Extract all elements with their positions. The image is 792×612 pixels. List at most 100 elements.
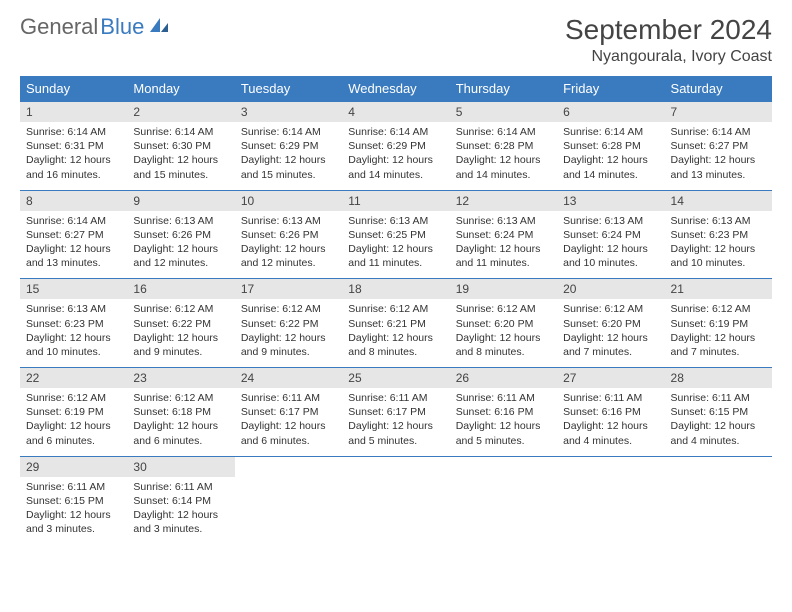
sunset-line: Sunset: 6:28 PM — [456, 139, 551, 153]
day-cell: Sunrise: 6:12 AMSunset: 6:20 PMDaylight:… — [450, 299, 557, 367]
daylight-line: Daylight: 12 hours and 9 minutes. — [133, 331, 228, 359]
day-cell: Sunrise: 6:13 AMSunset: 6:23 PMDaylight:… — [20, 299, 127, 367]
sunrise-line: Sunrise: 6:12 AM — [241, 302, 336, 316]
day-number: 30 — [127, 456, 234, 477]
sunset-line: Sunset: 6:19 PM — [26, 405, 121, 419]
empty-day — [342, 456, 449, 477]
daylight-line: Daylight: 12 hours and 8 minutes. — [456, 331, 551, 359]
sunrise-line: Sunrise: 6:14 AM — [563, 125, 658, 139]
daylight-line: Daylight: 12 hours and 10 minutes. — [563, 242, 658, 270]
daylight-line: Daylight: 12 hours and 11 minutes. — [456, 242, 551, 270]
daylight-line: Daylight: 12 hours and 13 minutes. — [26, 242, 121, 270]
day-cell: Sunrise: 6:11 AMSunset: 6:16 PMDaylight:… — [557, 388, 664, 456]
day-number: 20 — [557, 279, 664, 300]
sunset-line: Sunset: 6:23 PM — [26, 317, 121, 331]
day-number: 13 — [557, 190, 664, 211]
day-cell: Sunrise: 6:11 AMSunset: 6:15 PMDaylight:… — [20, 477, 127, 545]
day-number: 26 — [450, 368, 557, 389]
day-number: 29 — [20, 456, 127, 477]
day-number: 7 — [665, 102, 772, 123]
daylight-line: Daylight: 12 hours and 11 minutes. — [348, 242, 443, 270]
daylight-line: Daylight: 12 hours and 6 minutes. — [26, 419, 121, 447]
sunrise-line: Sunrise: 6:13 AM — [456, 214, 551, 228]
day-cell: Sunrise: 6:14 AMSunset: 6:27 PMDaylight:… — [665, 122, 772, 190]
day-number: 10 — [235, 190, 342, 211]
day-number: 6 — [557, 102, 664, 123]
month-title: September 2024 — [565, 14, 772, 46]
sunrise-line: Sunrise: 6:14 AM — [26, 125, 121, 139]
sunset-line: Sunset: 6:26 PM — [133, 228, 228, 242]
sail-icon — [148, 14, 170, 40]
sunrise-line: Sunrise: 6:12 AM — [133, 302, 228, 316]
day-number: 9 — [127, 190, 234, 211]
empty-day-body — [665, 477, 772, 545]
week-number-row: 1234567 — [20, 102, 772, 123]
day-number: 2 — [127, 102, 234, 123]
empty-day-body — [450, 477, 557, 545]
sunrise-line: Sunrise: 6:13 AM — [241, 214, 336, 228]
brand-logo: GeneralBlue — [20, 14, 170, 40]
sunrise-line: Sunrise: 6:11 AM — [456, 391, 551, 405]
sunrise-line: Sunrise: 6:11 AM — [133, 480, 228, 494]
daylight-line: Daylight: 12 hours and 9 minutes. — [241, 331, 336, 359]
day-number: 24 — [235, 368, 342, 389]
sunrise-line: Sunrise: 6:13 AM — [26, 302, 121, 316]
sunset-line: Sunset: 6:27 PM — [26, 228, 121, 242]
daylight-line: Daylight: 12 hours and 3 minutes. — [26, 508, 121, 536]
sunrise-line: Sunrise: 6:12 AM — [133, 391, 228, 405]
daylight-line: Daylight: 12 hours and 6 minutes. — [133, 419, 228, 447]
day-number: 15 — [20, 279, 127, 300]
location-subtitle: Nyangourala, Ivory Coast — [565, 48, 772, 66]
day-number: 14 — [665, 190, 772, 211]
week-number-row: 15161718192021 — [20, 279, 772, 300]
daylight-line: Daylight: 12 hours and 6 minutes. — [241, 419, 336, 447]
sunset-line: Sunset: 6:16 PM — [563, 405, 658, 419]
week-body-row: Sunrise: 6:11 AMSunset: 6:15 PMDaylight:… — [20, 477, 772, 545]
day-cell: Sunrise: 6:13 AMSunset: 6:24 PMDaylight:… — [557, 211, 664, 279]
day-number: 21 — [665, 279, 772, 300]
daylight-line: Daylight: 12 hours and 8 minutes. — [348, 331, 443, 359]
empty-day — [235, 456, 342, 477]
daylight-line: Daylight: 12 hours and 12 minutes. — [241, 242, 336, 270]
day-cell: Sunrise: 6:12 AMSunset: 6:22 PMDaylight:… — [235, 299, 342, 367]
day-number: 22 — [20, 368, 127, 389]
title-block: September 2024 Nyangourala, Ivory Coast — [565, 14, 772, 66]
dow-header: Sunday — [20, 76, 127, 102]
dow-header: Monday — [127, 76, 234, 102]
sunrise-line: Sunrise: 6:14 AM — [241, 125, 336, 139]
sunset-line: Sunset: 6:22 PM — [241, 317, 336, 331]
day-cell: Sunrise: 6:11 AMSunset: 6:17 PMDaylight:… — [342, 388, 449, 456]
sunset-line: Sunset: 6:22 PM — [133, 317, 228, 331]
empty-day — [450, 456, 557, 477]
day-number: 18 — [342, 279, 449, 300]
daylight-line: Daylight: 12 hours and 4 minutes. — [671, 419, 766, 447]
day-cell: Sunrise: 6:13 AMSunset: 6:23 PMDaylight:… — [665, 211, 772, 279]
day-cell: Sunrise: 6:13 AMSunset: 6:25 PMDaylight:… — [342, 211, 449, 279]
day-number: 5 — [450, 102, 557, 123]
sunset-line: Sunset: 6:20 PM — [456, 317, 551, 331]
day-cell: Sunrise: 6:13 AMSunset: 6:26 PMDaylight:… — [235, 211, 342, 279]
daylight-line: Daylight: 12 hours and 12 minutes. — [133, 242, 228, 270]
sunrise-line: Sunrise: 6:11 AM — [26, 480, 121, 494]
sunset-line: Sunset: 6:27 PM — [671, 139, 766, 153]
sunrise-line: Sunrise: 6:14 AM — [671, 125, 766, 139]
sunrise-line: Sunrise: 6:13 AM — [133, 214, 228, 228]
day-cell: Sunrise: 6:13 AMSunset: 6:24 PMDaylight:… — [450, 211, 557, 279]
day-cell: Sunrise: 6:14 AMSunset: 6:28 PMDaylight:… — [557, 122, 664, 190]
sunrise-line: Sunrise: 6:11 AM — [563, 391, 658, 405]
sunset-line: Sunset: 6:30 PM — [133, 139, 228, 153]
brand-part2: Blue — [100, 14, 144, 40]
sunset-line: Sunset: 6:24 PM — [456, 228, 551, 242]
sunrise-line: Sunrise: 6:12 AM — [563, 302, 658, 316]
sunrise-line: Sunrise: 6:14 AM — [133, 125, 228, 139]
sunset-line: Sunset: 6:28 PM — [563, 139, 658, 153]
week-body-row: Sunrise: 6:12 AMSunset: 6:19 PMDaylight:… — [20, 388, 772, 456]
sunset-line: Sunset: 6:21 PM — [348, 317, 443, 331]
sunset-line: Sunset: 6:29 PM — [348, 139, 443, 153]
sunrise-line: Sunrise: 6:12 AM — [348, 302, 443, 316]
calendar-table: SundayMondayTuesdayWednesdayThursdayFrid… — [20, 76, 772, 544]
day-cell: Sunrise: 6:14 AMSunset: 6:31 PMDaylight:… — [20, 122, 127, 190]
sunset-line: Sunset: 6:29 PM — [241, 139, 336, 153]
day-number: 28 — [665, 368, 772, 389]
week-number-row: 22232425262728 — [20, 368, 772, 389]
